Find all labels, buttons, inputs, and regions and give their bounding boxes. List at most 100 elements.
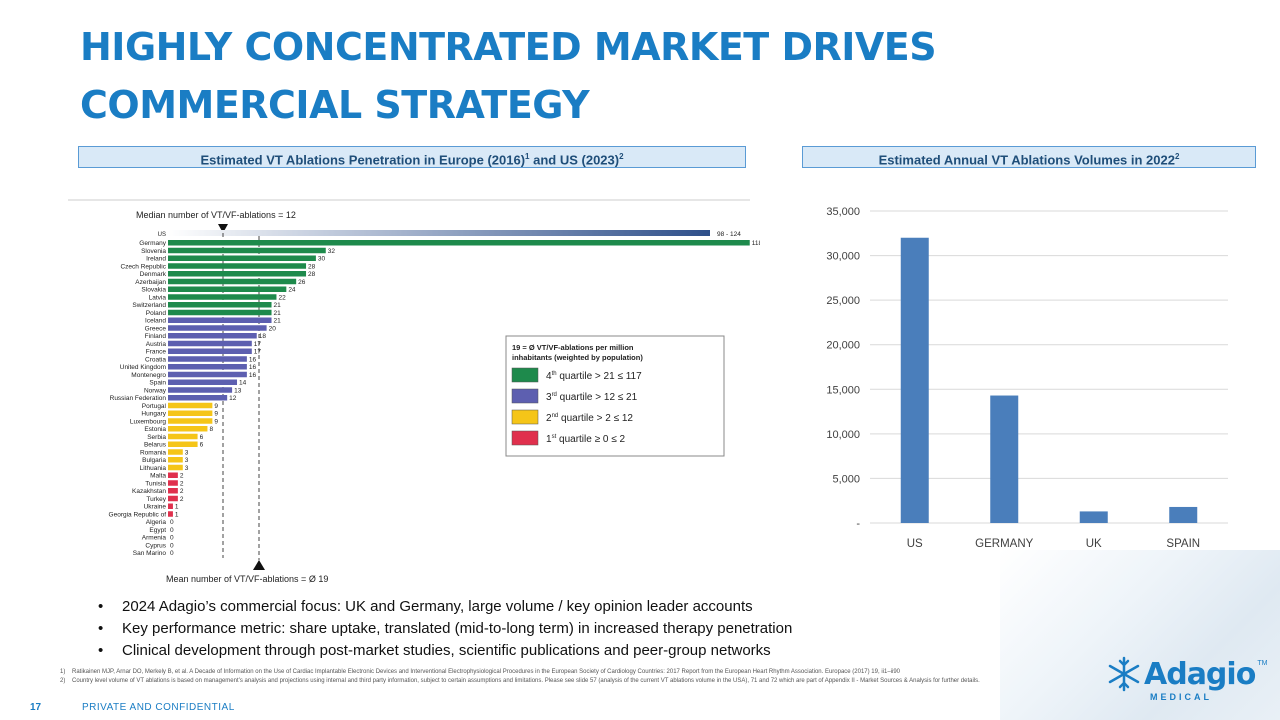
country-label: Romania (140, 449, 166, 456)
country-label: Finland (145, 333, 167, 340)
country-bar (168, 333, 257, 339)
country-bar (168, 240, 750, 246)
country-label: Czech Republic (120, 263, 166, 270)
country-value: 0 (170, 519, 174, 526)
y-tick-label: 10,000 (826, 429, 860, 441)
right-chart-header: Estimated Annual VT Ablations Volumes in… (802, 146, 1256, 168)
x-tick-label: US (907, 538, 923, 550)
country-value: 30 (318, 256, 326, 263)
country-label: Norway (144, 387, 167, 394)
x-tick-label: UK (1086, 538, 1102, 550)
country-value: 9 (214, 418, 218, 425)
country-bar (168, 356, 247, 362)
country-bar (168, 418, 213, 424)
country-label: Belarus (144, 442, 167, 449)
country-label: Ireland (146, 256, 166, 263)
country-label: Spain (149, 380, 166, 387)
country-label: Hungary (141, 411, 166, 418)
country-label: Poland (146, 310, 167, 317)
legend-item-label: 4th quartile > 21 ≤ 117 (546, 371, 642, 382)
legend-title-line2: inhabitants (weighted by population) (512, 353, 643, 362)
logo-wordmark: Adagio (1144, 656, 1256, 692)
country-bar (168, 402, 213, 409)
legend-title-line1: 19 = Ø VT/VF-ablations per million (512, 343, 634, 352)
country-value: 8 (209, 426, 213, 433)
y-tick-label: 5,000 (832, 473, 860, 485)
country-label: Slovakia (141, 287, 166, 294)
country-value: 1 (175, 504, 179, 511)
country-bar (168, 410, 213, 416)
country-value: 21 (274, 310, 282, 317)
volume-bar (990, 395, 1019, 523)
left-header-mid: and US (2023) (529, 152, 620, 168)
country-label: Greece (145, 325, 167, 332)
snowflake-icon (1108, 656, 1140, 692)
country-value: 1 (175, 511, 179, 518)
country-bar (168, 278, 297, 285)
country-value: 22 (278, 294, 286, 301)
right-header-sup: 2 (1174, 152, 1180, 161)
legend-swatch (511, 367, 539, 383)
left-chart-header: Estimated VT Ablations Penetration in Eu… (78, 146, 746, 168)
country-bar (168, 379, 238, 385)
country-value: 28 (308, 271, 316, 278)
us-bar (168, 230, 710, 236)
country-value: 0 (170, 542, 174, 549)
y-tick-label: 15,000 (826, 384, 860, 396)
bullet-item: 2024 Adagio’s commercial focus: UK and G… (98, 596, 792, 618)
country-bar (168, 325, 267, 331)
country-value: 21 (274, 302, 282, 309)
y-tick-label: 20,000 (826, 340, 860, 352)
median-marker-icon (218, 224, 228, 233)
bullet-list: 2024 Adagio’s commercial focus: UK and G… (98, 596, 792, 662)
country-value: 32 (328, 248, 336, 255)
x-tick-label: GERMANY (975, 538, 1033, 550)
country-bar (168, 433, 198, 440)
country-label: Estonia (144, 426, 166, 433)
page-number: 17 (30, 702, 42, 713)
country-value: 2 (180, 473, 184, 480)
country-bar (168, 294, 277, 300)
country-bar (168, 395, 228, 401)
bullet-item: Key performance metric: share uptake, tr… (98, 618, 792, 640)
country-value: 13 (234, 387, 242, 394)
footnotes: 1) Ratikainen MJP, Arnar DO, Merkely B, e… (60, 668, 1080, 686)
country-label: Denmark (140, 271, 167, 278)
country-bar (168, 503, 173, 509)
y-tick-label: 25,000 (826, 295, 860, 307)
country-bar (168, 340, 252, 347)
country-label: Montenegro (131, 372, 166, 379)
country-value: 18 (259, 333, 267, 340)
bullet-item: Clinical development through post-market… (98, 640, 792, 662)
country-value: 9 (214, 403, 218, 410)
country-label: Portugal (142, 403, 167, 410)
country-label: Austria (146, 341, 167, 348)
y-tick-label: 35,000 (826, 206, 860, 218)
country-label: Lithuania (140, 465, 167, 472)
mean-marker-icon (253, 560, 265, 570)
volume-bar (1169, 506, 1198, 523)
country-value: 3 (185, 465, 189, 472)
country-bar (168, 317, 272, 323)
country-bar (168, 364, 247, 370)
country-label: France (146, 349, 167, 356)
europe-penetration-chart: Median number of VT/VF-ablations = 12 US 9… (68, 199, 760, 584)
us-bar-label: US (158, 232, 166, 238)
country-label: Bulgaria (142, 457, 166, 464)
country-bar (168, 457, 183, 463)
confidential-label: PRIVATE AND CONFIDENTIAL (82, 702, 235, 713)
country-value: 0 (170, 535, 174, 542)
footnote: 2) Country level volume of VT ablations i… (60, 677, 1080, 686)
country-value: 2 (180, 480, 184, 487)
legend-swatch (511, 409, 539, 425)
country-bar (168, 286, 287, 292)
country-value: 16 (249, 372, 257, 379)
country-bar (168, 309, 272, 316)
country-value: 2 (180, 496, 184, 503)
country-label: Tunisia (145, 480, 166, 487)
country-value: 21 (274, 318, 282, 325)
legend-item-label: 2nd quartile > 2 ≤ 12 (546, 413, 633, 424)
country-bar (168, 302, 272, 308)
country-bar (168, 472, 178, 478)
country-label: Latvia (149, 294, 167, 301)
